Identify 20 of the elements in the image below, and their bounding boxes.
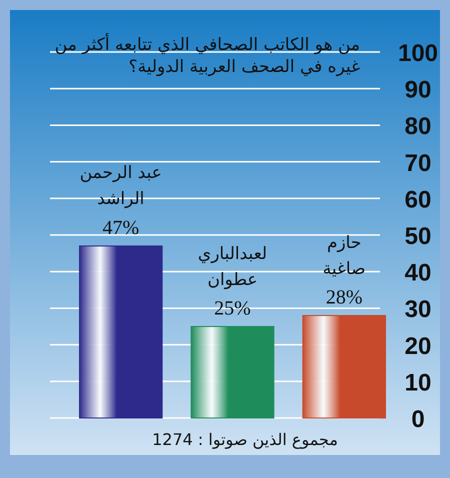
x-tick-label: لعبدالباري عطوان <box>196 242 268 292</box>
chart-title: من هو الكاتب الصحافي الذي تتابعه أكثر من غيره في الصحف العربية الدولية؟ <box>54 33 360 77</box>
data-label: 47% <box>102 216 140 239</box>
y-tick-label: 0 <box>411 406 425 433</box>
bar <box>302 315 386 418</box>
data-label: 28% <box>326 286 363 309</box>
y-tick-label: 10 <box>404 369 432 396</box>
data-label: 25% <box>214 298 251 320</box>
bar <box>79 245 163 418</box>
bar <box>190 326 274 418</box>
y-tick-label: 20 <box>404 332 432 360</box>
y-tick-label: 100 <box>398 40 438 67</box>
y-tick-label: 40 <box>404 260 432 287</box>
y-tick-label: 60 <box>404 186 432 214</box>
text: مجموع الذين صوتوا : 1274 <box>152 430 338 449</box>
y-tick-label: 80 <box>404 113 432 140</box>
y-tick-label: 30 <box>404 296 432 324</box>
y-tick-label: 50 <box>404 223 432 250</box>
y-tick-label: 90 <box>404 76 432 104</box>
y-tick-label: 70 <box>404 150 432 177</box>
